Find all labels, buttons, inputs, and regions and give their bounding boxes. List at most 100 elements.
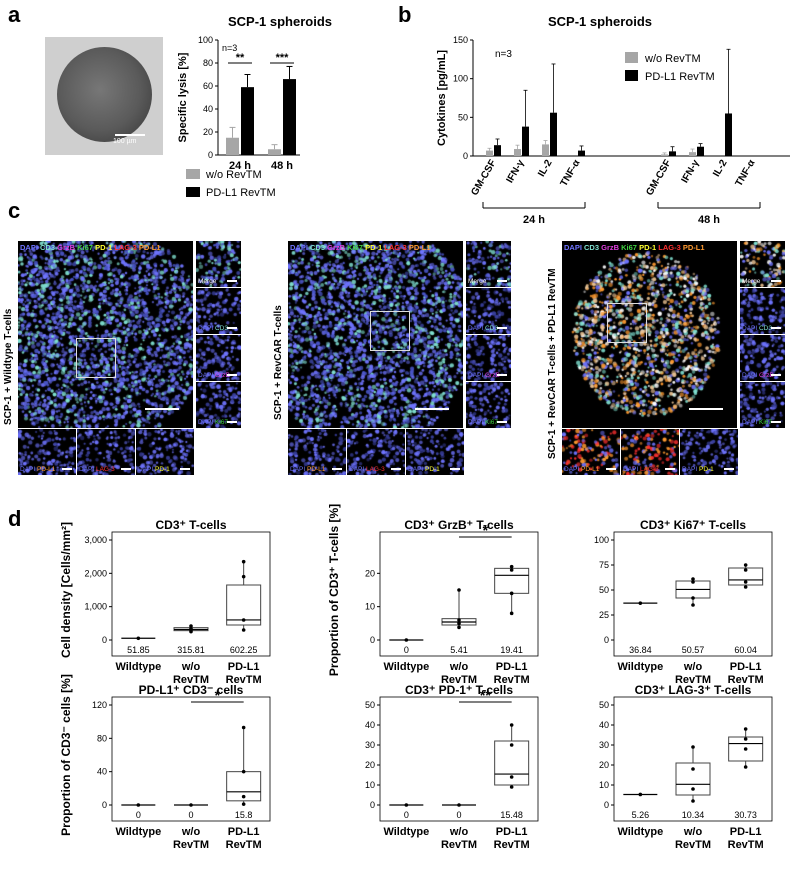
- y-tick-label: 100: [198, 35, 213, 45]
- condition-label: SCP-1 + RevCAR T-cells: [273, 304, 284, 420]
- x-tick-label: TNF-α: [559, 157, 583, 188]
- merged-spheroid-image: DAPI CD3 GrzB Ki67 PD-1 LAG-3 PD-L1: [18, 241, 193, 428]
- y-axis-label: Proportion of CD3⁻ cells [%]: [59, 674, 73, 836]
- y-axis-label: Cell density [Cells/mm²]: [59, 522, 73, 658]
- data-point: [638, 792, 643, 797]
- data-point: [241, 628, 246, 632]
- tile-channel-text: DAPI: [198, 419, 214, 426]
- median-value-label: 51.85: [127, 645, 150, 655]
- cell-speckle: [196, 382, 241, 428]
- median-value-label: 0: [456, 810, 461, 820]
- legend-swatch: [625, 70, 638, 81]
- x-tick-label: w/o: [683, 826, 703, 838]
- scale-bar: [450, 468, 460, 470]
- tile-channel-label: DAPI PD-1: [408, 466, 440, 473]
- data-point: [457, 803, 461, 807]
- x-tick-label: Wildtype: [115, 826, 161, 838]
- y-tick-label: 0: [208, 150, 213, 160]
- plot-frame: [379, 531, 539, 657]
- y-tick-label: 150: [453, 35, 468, 45]
- data-point: [691, 767, 695, 771]
- zoom-tile: DAPI Ki67: [740, 382, 785, 428]
- y-tick-label: 100: [453, 74, 468, 84]
- scale-bar: [415, 408, 449, 410]
- tile-channel-text: DAPI: [79, 466, 95, 473]
- channel-header-text: Ki67: [77, 243, 96, 252]
- data-point: [241, 725, 246, 730]
- zoom-tile: DAPI Ki67: [196, 382, 241, 428]
- tile-channel-text: DAPI: [290, 466, 306, 473]
- scale-bar: [227, 421, 237, 423]
- boxplot-chart: CD3⁺ T-cells Cell density [Cells/mm²] 0 1,0…: [59, 518, 271, 686]
- cell-speckle: [196, 288, 241, 334]
- channel-header-text: DAPI: [290, 243, 311, 252]
- y-tick-label: 0: [604, 800, 609, 810]
- median-value-label: 36.84: [629, 645, 652, 655]
- zoom-tile: Merge: [466, 241, 511, 287]
- scale-bar: [665, 468, 675, 470]
- y-tick-label: 120: [92, 700, 107, 710]
- tile-channel-label: DAPI LAG-3: [623, 466, 659, 473]
- y-tick-label: 10: [365, 780, 375, 790]
- cell-speckle: [196, 241, 241, 287]
- tile-channel-label: DAPI PD-1: [682, 466, 714, 473]
- y-tick-label: 0: [370, 800, 375, 810]
- chart-title: SCP-1 spheroids: [548, 14, 652, 29]
- tile-channel-text: DAPI: [468, 325, 484, 332]
- cell-speckle: [466, 335, 511, 381]
- median-value-label: 10.34: [682, 810, 705, 820]
- channel-header-text: PD-L1: [408, 243, 431, 252]
- tile-channel-text: Merge: [468, 278, 487, 285]
- significance-stars: **: [236, 52, 245, 64]
- median-value-label: 15.8: [235, 810, 253, 820]
- median-value-label: 0: [136, 810, 141, 820]
- box: [728, 567, 764, 586]
- scale-bar: [121, 468, 131, 470]
- channel-header-text: Ki67: [621, 243, 640, 252]
- legend-label: w/o RevTM: [205, 169, 262, 181]
- data-point: [136, 636, 141, 641]
- cell-speckle: [18, 241, 193, 428]
- tile-channel-text: DAPI: [349, 466, 365, 473]
- cell-speckle: [562, 429, 620, 475]
- data-point: [743, 727, 748, 731]
- cell-speckle: [740, 288, 785, 334]
- x-tick-label: RevTM: [675, 674, 711, 686]
- data-point: [743, 737, 748, 741]
- scale-bar: [771, 280, 781, 282]
- data-point: [691, 577, 695, 581]
- scale-bar: [689, 408, 723, 410]
- significance-stars: *: [483, 522, 489, 538]
- bar: [725, 113, 732, 156]
- data-point: [743, 580, 748, 584]
- tile-channel-text: LAG-3: [638, 466, 659, 473]
- tile-channel-text: GrzB: [757, 372, 774, 379]
- data-point: [509, 723, 514, 727]
- data-point: [509, 611, 514, 616]
- zoom-tile: Merge: [740, 241, 785, 287]
- condition-label: SCP-1 + Wildtype T-cells: [3, 308, 14, 426]
- y-tick-label: 40: [203, 104, 213, 114]
- median-value-label: 50.57: [682, 645, 705, 655]
- x-tick-label: GM-CSF: [644, 158, 673, 198]
- tile-channel-text: Ki67: [757, 419, 772, 426]
- tile-channel-text: Merge: [742, 278, 761, 285]
- x-tick-label: w/o: [683, 661, 703, 673]
- panel-letter-c: c: [8, 198, 21, 223]
- channel-header-text: CD3: [310, 243, 328, 252]
- zoom-tile: DAPI GrzB: [196, 335, 241, 381]
- cell-speckle: [466, 241, 511, 287]
- tile-channel-text: GrzB: [483, 372, 500, 379]
- tile-channel-label: DAPI PD-1: [138, 466, 170, 473]
- x-tick-label: IFN-γ: [680, 158, 702, 186]
- tile-channel-text: PD-L1: [305, 466, 326, 473]
- y-tick-label: 20: [203, 127, 213, 137]
- y-tick-label: 25: [599, 610, 609, 620]
- y-tick-label: 0: [604, 635, 609, 645]
- chart-title: CD3⁺ T-cells: [155, 518, 226, 532]
- bar: [689, 152, 696, 156]
- median-value-label: 602.25: [230, 645, 258, 655]
- bar: [494, 145, 501, 156]
- cell-speckle: [77, 429, 135, 475]
- scale-bar: [771, 421, 781, 423]
